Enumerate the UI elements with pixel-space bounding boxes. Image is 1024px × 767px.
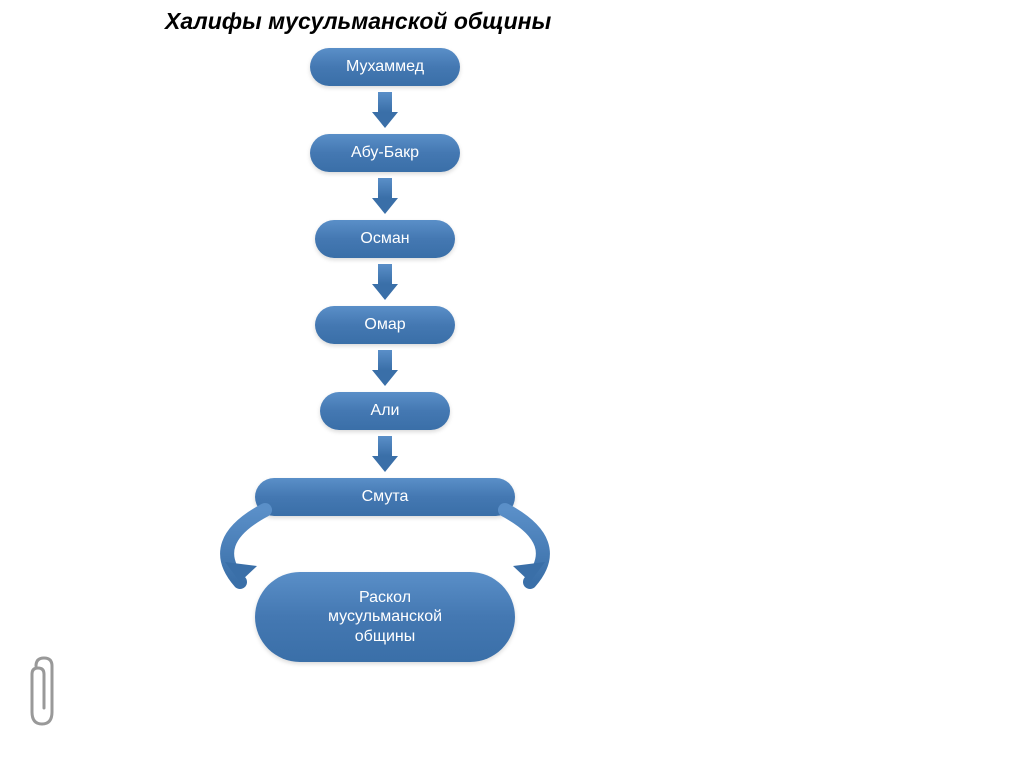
curved-arrows-container [195, 512, 575, 582]
node-raskol-line2: мусульманской [328, 607, 442, 626]
node-ali: Али [320, 392, 450, 430]
arrow-icon [372, 92, 398, 128]
page-title: Халифы мусульманской общины [165, 8, 551, 35]
curved-arrow-left-icon [195, 492, 575, 602]
flowchart-container: Мухаммед Абу-Бакр Осман Омар Али Смута Р… [195, 48, 575, 662]
node-omar: Омар [315, 306, 455, 344]
node-muhammad: Мухаммед [310, 48, 460, 86]
arrow-icon [372, 436, 398, 472]
node-raskol-line3: общины [355, 627, 416, 646]
node-osman: Осман [315, 220, 455, 258]
node-abu-bakr: Абу-Бакр [310, 134, 460, 172]
arrow-icon [372, 350, 398, 386]
arrow-icon [372, 264, 398, 300]
arrow-icon [372, 178, 398, 214]
paperclip-icon [20, 654, 68, 737]
